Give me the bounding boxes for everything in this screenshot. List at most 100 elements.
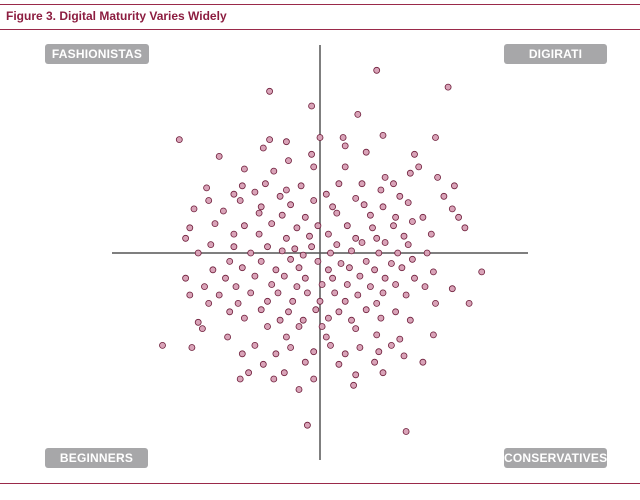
data-point <box>379 369 387 377</box>
data-point <box>360 201 368 209</box>
data-point <box>272 350 280 358</box>
data-point <box>287 201 295 209</box>
data-point <box>421 283 429 291</box>
data-point <box>310 348 318 356</box>
data-point <box>358 239 366 246</box>
data-point <box>343 222 351 230</box>
data-point <box>406 316 414 324</box>
quadrant-label-beginners: BEGINNERS <box>45 448 148 468</box>
data-point <box>236 197 244 204</box>
data-point <box>201 283 208 291</box>
data-point <box>295 323 303 330</box>
data-point <box>434 173 442 181</box>
data-point <box>190 205 198 213</box>
data-point <box>341 297 349 305</box>
data-point <box>293 283 301 291</box>
data-point <box>411 150 418 158</box>
data-point <box>337 260 345 267</box>
data-point <box>215 152 223 160</box>
data-point <box>387 260 395 267</box>
quadrant-label-digirati: DIGIRATI <box>504 44 607 64</box>
data-point <box>291 245 299 253</box>
data-point <box>205 299 213 307</box>
data-point <box>251 272 259 280</box>
data-point <box>251 188 259 196</box>
data-point <box>303 421 311 429</box>
data-point <box>316 134 324 141</box>
data-point <box>408 255 416 263</box>
data-point <box>257 203 265 211</box>
data-point <box>402 428 410 435</box>
data-point <box>247 289 255 297</box>
title-rule <box>0 29 640 30</box>
data-point <box>461 224 469 232</box>
data-point <box>295 386 303 393</box>
data-point <box>308 102 316 110</box>
data-point <box>324 230 332 238</box>
top-rule <box>0 4 640 5</box>
data-point <box>432 299 439 307</box>
data-point <box>278 211 286 219</box>
data-point <box>257 306 265 314</box>
data-point <box>175 136 183 144</box>
data-point <box>276 316 284 324</box>
data-point <box>369 224 376 232</box>
data-point <box>308 150 316 158</box>
data-point <box>230 243 238 251</box>
data-point <box>264 323 271 330</box>
data-point <box>406 169 414 177</box>
data-point <box>348 247 355 255</box>
data-point <box>226 257 234 265</box>
data-point <box>299 316 307 324</box>
data-point <box>373 234 381 242</box>
data-point <box>341 350 349 358</box>
data-point <box>427 230 435 238</box>
data-point <box>392 213 400 221</box>
data-point <box>295 264 303 272</box>
data-point <box>226 308 234 316</box>
data-point <box>285 157 292 165</box>
data-point <box>392 281 400 288</box>
data-point <box>432 134 439 141</box>
data-point <box>379 203 387 211</box>
data-point <box>310 197 318 204</box>
data-point <box>444 83 452 91</box>
data-point <box>194 318 202 326</box>
data-point <box>301 274 309 282</box>
data-point <box>379 289 387 297</box>
data-point <box>390 180 397 188</box>
data-point <box>350 381 358 389</box>
data-point <box>219 207 227 215</box>
data-point <box>362 148 370 156</box>
data-point <box>339 134 347 141</box>
data-point <box>331 289 339 297</box>
data-point <box>333 209 341 217</box>
data-point <box>404 241 412 249</box>
data-point <box>257 257 265 265</box>
data-point <box>429 331 437 339</box>
data-point <box>182 274 190 282</box>
data-point <box>264 243 271 251</box>
data-point <box>448 285 456 293</box>
data-point <box>373 66 381 74</box>
data-point <box>335 180 343 188</box>
data-point <box>316 297 324 305</box>
data-point <box>211 220 219 228</box>
data-point <box>400 352 408 360</box>
quadrant-label-conservatives: CONSERVATIVES <box>504 448 607 468</box>
data-point <box>282 333 290 341</box>
data-point <box>255 209 263 217</box>
data-point <box>352 234 360 242</box>
data-point <box>377 314 385 322</box>
data-point <box>404 199 412 207</box>
data-point <box>287 344 295 351</box>
data-point <box>312 306 320 314</box>
data-point <box>396 192 404 200</box>
data-point <box>362 306 370 314</box>
data-point <box>341 142 349 150</box>
data-point <box>390 222 397 230</box>
data-point <box>272 266 280 274</box>
data-point <box>440 192 448 200</box>
data-point <box>259 144 267 152</box>
